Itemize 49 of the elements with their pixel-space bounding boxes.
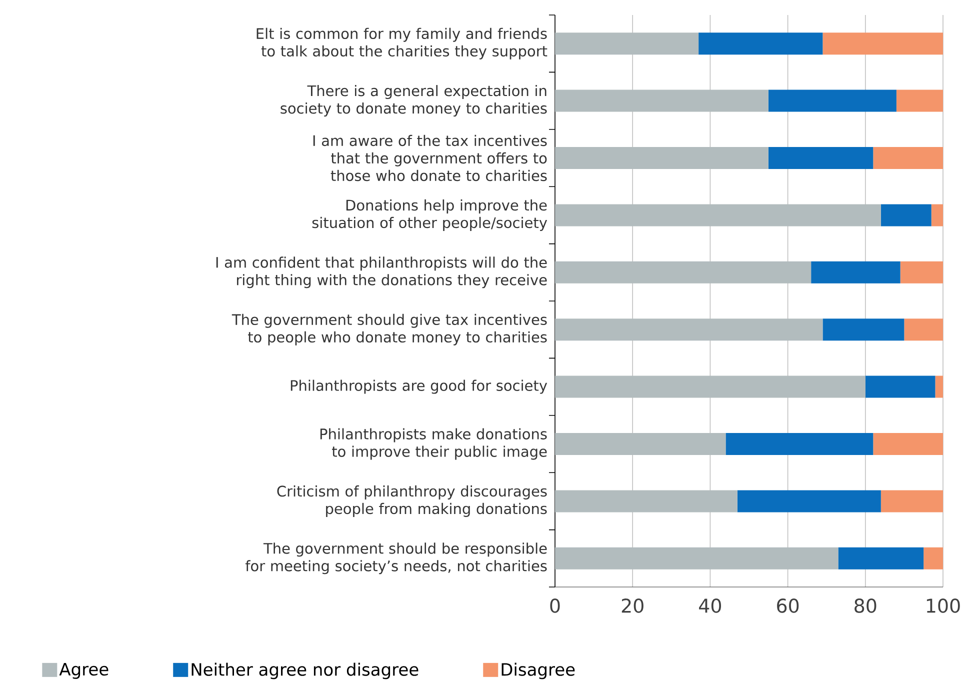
bar bbox=[554, 90, 768, 112]
bar bbox=[726, 432, 874, 455]
bar bbox=[873, 146, 943, 169]
bar bbox=[865, 376, 936, 398]
bar bbox=[880, 204, 932, 226]
bar bbox=[554, 547, 838, 570]
bar bbox=[768, 90, 896, 112]
bar bbox=[554, 146, 768, 169]
bar bbox=[924, 547, 943, 570]
y-tick-label: I am aware of the tax incentives that the government offers to those who donate to charities bbox=[313, 134, 547, 182]
bar bbox=[554, 204, 881, 226]
bar bbox=[554, 318, 823, 341]
bar bbox=[554, 376, 866, 398]
y-tick-label: Donations help improve the situation of other people/society bbox=[312, 199, 548, 231]
bar bbox=[904, 318, 943, 341]
legend-label: Disagree bbox=[502, 662, 575, 680]
bar bbox=[896, 90, 943, 112]
x-tick-label: 40 bbox=[699, 598, 722, 613]
bar bbox=[737, 490, 881, 512]
bar bbox=[838, 547, 924, 570]
bar bbox=[935, 376, 943, 398]
bar bbox=[768, 146, 874, 169]
bar bbox=[554, 261, 812, 284]
y-tick-label: Philanthropists make donations to improve their public image bbox=[320, 428, 547, 460]
y-tick-label: The government should be responsible for meeting society’s needs, not charities bbox=[245, 542, 547, 574]
x-tick-label: 60 bbox=[777, 598, 799, 613]
y-tick-label: Elt is common for my family and friends to talk about the charities they support bbox=[256, 28, 548, 60]
bar bbox=[822, 32, 943, 55]
y-tick-label: I am confident that philanthropists will do the right thing with the donations they receive bbox=[216, 256, 547, 288]
bar bbox=[900, 261, 943, 284]
x-tick-label: 100 bbox=[926, 598, 960, 613]
bar bbox=[811, 261, 900, 284]
bar bbox=[698, 32, 823, 55]
x-tick-label: 20 bbox=[622, 598, 644, 613]
legend-label: Neither agree nor disagree bbox=[192, 662, 418, 680]
bar bbox=[822, 318, 904, 341]
legend-label: Agree bbox=[59, 662, 108, 679]
bar bbox=[880, 490, 943, 512]
y-tick-label: There is a general expectation in society to donate money to charities bbox=[280, 85, 547, 117]
bar bbox=[554, 432, 726, 455]
x-tick-label: 0 bbox=[550, 598, 560, 613]
bar bbox=[873, 432, 943, 455]
y-tick-label: Criticism of philanthropy discourages people from making donations bbox=[277, 485, 547, 517]
x-tick-label: 80 bbox=[854, 598, 876, 613]
bar bbox=[931, 204, 943, 226]
y-tick-label: The government should give tax incentives to people who donate money to charities bbox=[232, 314, 547, 346]
y-tick-label: Philanthropists are good for society bbox=[290, 380, 548, 394]
bar bbox=[554, 490, 738, 512]
bar bbox=[554, 32, 699, 55]
